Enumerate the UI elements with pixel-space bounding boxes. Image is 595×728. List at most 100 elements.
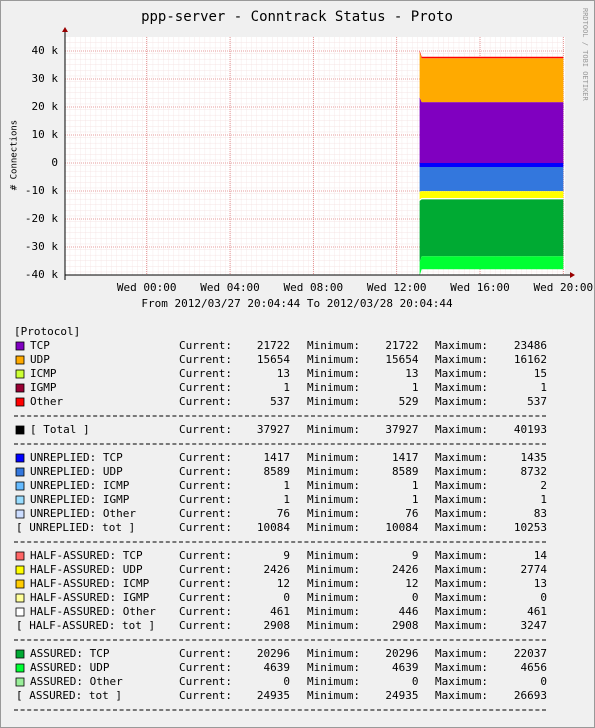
stat-label: Current: (179, 367, 232, 380)
stat-label: Maximum: (435, 689, 488, 702)
stat-label: Current: (179, 423, 232, 436)
stat-value: 1 (540, 493, 547, 506)
legend-swatch (15, 341, 25, 351)
stat-value: 23486 (514, 339, 547, 352)
stat-label: Current: (179, 619, 232, 632)
stat-label: Minimum: (307, 605, 360, 618)
stat-label: Maximum: (435, 451, 488, 464)
stat-label: Maximum: (435, 675, 488, 688)
stat-value: 16162 (514, 353, 547, 366)
stat-value: 10253 (514, 521, 547, 534)
legend-label: HALF-ASSURED: IGMP (30, 591, 150, 604)
legend-label: UNREPLIED: IGMP (30, 493, 130, 506)
y-tick-label: -40 k (25, 268, 58, 281)
stat-value: 76 (405, 507, 418, 520)
y-tick-label: 20 k (32, 100, 59, 113)
legend-header: [Protocol] (14, 325, 80, 338)
stat-label: Current: (179, 577, 232, 590)
x-tick-label: Wed 00:00 (117, 281, 177, 294)
area (419, 51, 564, 103)
legend-swatch (15, 663, 25, 673)
stat-label: Current: (179, 353, 232, 366)
stat-value: 12 (277, 577, 290, 590)
legend-label: ASSURED: Other (30, 675, 123, 688)
area (419, 163, 564, 168)
legend-label: [ UNREPLIED: tot ] (16, 521, 135, 534)
stat-label: Current: (179, 661, 232, 674)
x-tick-label: Wed 04:00 (200, 281, 260, 294)
stat-label: Minimum: (307, 507, 360, 520)
stat-label: Maximum: (435, 395, 488, 408)
stat-label: Maximum: (435, 479, 488, 492)
stat-value: 15654 (257, 353, 290, 366)
stat-label: Minimum: (307, 549, 360, 562)
stat-label: Current: (179, 381, 232, 394)
area (419, 191, 564, 200)
area (419, 97, 564, 163)
stat-label: Minimum: (307, 353, 360, 366)
stat-label: Maximum: (435, 493, 488, 506)
stat-value: 4656 (521, 661, 548, 674)
stat-label: Minimum: (307, 381, 360, 394)
stat-label: Maximum: (435, 507, 488, 520)
x-tick-label: Wed 08:00 (284, 281, 344, 294)
legend-swatch (15, 369, 25, 379)
legend-label: HALF-ASSURED: ICMP (30, 577, 150, 590)
legend-label: HALF-ASSURED: UDP (30, 563, 143, 576)
stat-value: 446 (399, 605, 419, 618)
stat-label: Current: (179, 647, 232, 660)
stat-value: 13 (534, 577, 547, 590)
stat-value: 26693 (514, 689, 547, 702)
stat-label: Current: (179, 395, 232, 408)
legend-swatch (15, 355, 25, 365)
stat-label: Minimum: (307, 591, 360, 604)
stat-value: 8732 (521, 465, 548, 478)
y-tick-label: 0 (51, 156, 58, 169)
area (419, 256, 564, 276)
stat-value: 37927 (385, 423, 418, 436)
stat-value: 15 (534, 367, 547, 380)
stat-value: 2774 (521, 563, 548, 576)
stat-value: 1417 (264, 451, 291, 464)
stat-value: 461 (270, 605, 290, 618)
legend-label: UNREPLIED: Other (30, 507, 136, 520)
stat-label: Maximum: (435, 549, 488, 562)
stat-value: 22037 (514, 647, 547, 660)
stat-label: Maximum: (435, 577, 488, 590)
stat-label: Maximum: (435, 605, 488, 618)
stat-label: Current: (179, 549, 232, 562)
stat-value: 0 (540, 591, 547, 604)
stat-value: 9 (412, 549, 419, 562)
y-tick-label: -20 k (25, 212, 58, 225)
area (419, 50, 564, 59)
legend-label: HALF-ASSURED: Other (30, 605, 156, 618)
stat-label: Maximum: (435, 465, 488, 478)
stat-value: 1 (412, 479, 419, 492)
stat-value: 8589 (264, 465, 291, 478)
stat-value: 4639 (392, 661, 419, 674)
legend-label: [ HALF-ASSURED: tot ] (16, 619, 155, 632)
stat-value: 20296 (385, 647, 418, 660)
stat-value: 1435 (521, 451, 548, 464)
stat-value: 13 (405, 367, 418, 380)
legend-swatch (15, 481, 25, 491)
legend-label: HALF-ASSURED: TCP (30, 549, 143, 562)
grid: -40 k -30 k -20 k -10 k 0 10 k 20 k 30 k 40 k Wed… (25, 37, 593, 294)
y-arrow (62, 27, 68, 32)
legend-swatch (15, 677, 25, 687)
stat-value: 1 (412, 381, 419, 394)
legend-swatch (15, 593, 25, 603)
stat-label: Maximum: (435, 423, 488, 436)
stat-label: Maximum: (435, 521, 488, 534)
stat-label: Minimum: (307, 689, 360, 702)
stat-label: Minimum: (307, 647, 360, 660)
x-tick-label: Wed 20:00 (534, 281, 594, 294)
stat-value: 1 (283, 381, 290, 394)
legend-swatch (15, 467, 25, 477)
stat-value: 0 (540, 675, 547, 688)
stat-value: 461 (527, 605, 547, 618)
stat-value: 21722 (385, 339, 418, 352)
area (419, 199, 564, 263)
stat-value: 8589 (392, 465, 419, 478)
legend-swatch (15, 453, 25, 463)
